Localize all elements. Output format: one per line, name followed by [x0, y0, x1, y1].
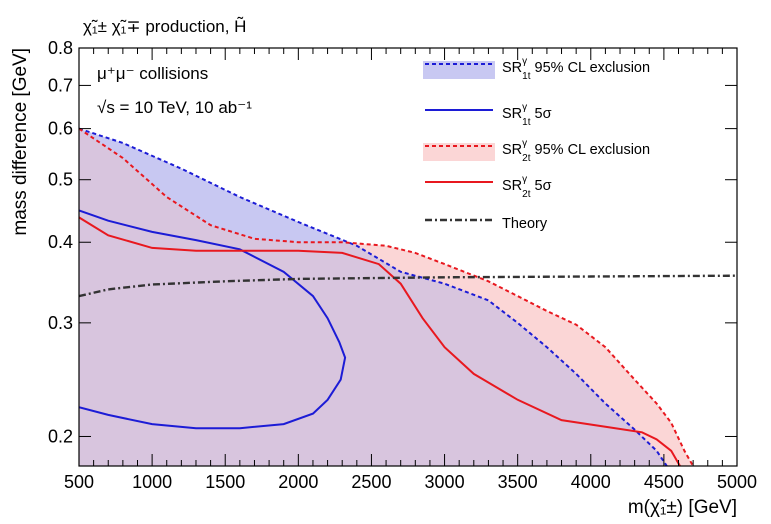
y-tick-label: 0.7	[48, 75, 73, 95]
series-lines	[79, 127, 737, 466]
y-tick-label: 0.8	[48, 38, 73, 58]
legend: SRγ 1t 95% CL exclusion SRγ 1t 5σ SRγ 2t 95% …	[423, 56, 650, 232]
legend-label-3: SRγ 2t 5σ	[502, 174, 552, 200]
legend-label-2: SRγ 2t 95% CL exclusion	[502, 138, 650, 164]
x-tick-label: 500	[64, 472, 94, 492]
x-tick-label: 2500	[351, 472, 391, 492]
x-tick-label: 4000	[571, 472, 611, 492]
x-tick-label: 4500	[644, 472, 684, 492]
series-line-2	[79, 127, 694, 466]
y-tick-label: 0.4	[48, 232, 73, 252]
series-line-1	[79, 209, 347, 430]
annotation-collisions: μ⁺μ⁻ collisions	[97, 64, 208, 83]
y-tick-label: 0.3	[48, 313, 73, 333]
legend-label-4: Theory	[502, 216, 548, 232]
chart-title: χ̃₁± χ̃₁∓ production, H̃	[83, 16, 246, 36]
legend-swatch-0	[423, 61, 495, 79]
x-tick-label: 1500	[205, 472, 245, 492]
legend-label-0: SRγ 1t 95% CL exclusion	[502, 56, 650, 82]
y-axis-title: mass difference [GeV]	[10, 48, 31, 236]
x-tick-label: 3500	[498, 472, 538, 492]
legend-swatch-2	[423, 143, 495, 161]
y-tick-label: 0.2	[48, 426, 73, 446]
legend-label-1: SRγ 1t 5σ	[502, 102, 552, 128]
x-axis-title: m(χ̃₁±) [GeV]	[628, 497, 737, 518]
series-line-3	[79, 216, 681, 466]
x-tick-label: 1000	[132, 472, 172, 492]
annotation-energy: √s = 10 TeV, 10 ab⁻¹	[97, 98, 252, 117]
series-line-0	[79, 127, 668, 466]
x-tick-label: 5000	[717, 472, 757, 492]
exclusion-fills	[79, 128, 694, 466]
axis-ticks: 500 1000 1500 2000 2500 3000 3500 4000 4500 5000 0…	[48, 38, 757, 492]
y-tick-label: 0.5	[48, 170, 73, 190]
plot-frame	[78, 47, 738, 467]
x-tick-label: 2000	[278, 472, 318, 492]
x-tick-label: 3000	[425, 472, 465, 492]
series-line-4	[79, 274, 737, 298]
y-tick-label: 0.6	[48, 119, 73, 139]
